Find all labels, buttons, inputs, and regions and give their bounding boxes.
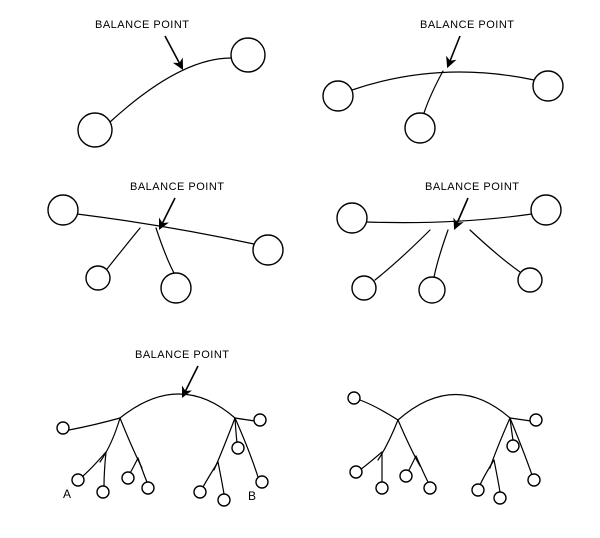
branch-curve [494,460,500,492]
balance-node [142,482,154,494]
branch-curve [434,230,448,277]
branch-curve [480,460,494,485]
balance-node [254,414,266,426]
panel-p1: BALANCE POINT [78,19,265,147]
balance-point-label: BALANCE POINT [425,181,520,193]
branch-curve [375,230,430,280]
branch-curve [416,456,428,482]
balance-node [218,494,230,506]
panel-p6 [348,392,542,504]
balance-point-label: BALANCE POINT [420,19,515,31]
branch-curve [398,394,510,420]
branch-curve [83,452,106,476]
pointer-arrow [165,36,182,68]
balance-node [256,476,268,488]
balance-point-diagram: BALANCE POINTBALANCE POINTBALANCE POINTB… [0,0,600,538]
pointer-arrow [183,366,198,396]
balance-node [194,486,206,498]
balance-node [405,113,435,143]
balance-node [86,266,110,290]
branch-curve [130,458,138,473]
branch-curve [107,228,140,269]
branch-curve [408,456,416,472]
panel-p4: BALANCE POINT [337,181,561,303]
balance-point-label: BALANCE POINT [95,19,190,31]
balance-node [78,113,112,147]
panel-p5: BALANCE POINT A B [57,349,268,506]
balance-node [97,486,109,498]
balance-node [232,442,244,454]
balance-node [530,414,542,426]
panel-p3: BALANCE POINT [48,181,283,303]
branch-curve [470,230,520,272]
branch-curve [510,418,531,421]
pointer-arrow [160,198,175,228]
balance-node [72,474,84,486]
branch-curve [110,58,231,122]
balance-node [400,470,412,482]
branch-curve [235,418,255,421]
balance-node [231,38,265,72]
balance-node [376,482,388,494]
balance-point-label: BALANCE POINT [135,349,230,361]
balance-node [352,276,376,300]
branch-curve [120,394,235,418]
balance-node [472,484,484,496]
branch-curve [360,400,398,420]
balance-node [528,474,540,486]
branch-curve [138,458,147,482]
balance-node [350,466,362,478]
balance-node [507,440,519,452]
branch-curve [69,418,120,430]
balance-node [57,422,69,434]
branch-curve [218,462,224,494]
branch-curve [352,72,534,90]
subtree-label: A [63,487,72,501]
balance-node [348,392,360,404]
balance-node [337,203,367,233]
branch-curve [424,71,443,113]
balance-node [531,195,561,225]
balance-node [122,472,134,484]
branch-curve [378,420,398,460]
balance-node [48,195,78,225]
branch-curve [104,452,106,486]
branch-curve [214,418,235,470]
balance-node [323,81,353,111]
branch-curve [203,462,218,487]
pointer-arrow [448,36,460,66]
balance-node [494,492,506,504]
branch-curve [398,420,420,466]
balance-node [253,235,283,265]
subtree-label: B [248,489,257,503]
branch-curve [366,214,532,223]
balance-node [419,277,445,303]
branch-curve [360,452,382,470]
balance-node [424,482,436,494]
panel-p2: BALANCE POINT [323,19,563,143]
branch-curve [156,228,174,273]
balance-node [518,268,542,292]
balance-node [161,273,191,303]
balance-node [533,71,563,101]
balance-point-label: BALANCE POINT [130,181,225,193]
pointer-arrow [455,198,468,228]
